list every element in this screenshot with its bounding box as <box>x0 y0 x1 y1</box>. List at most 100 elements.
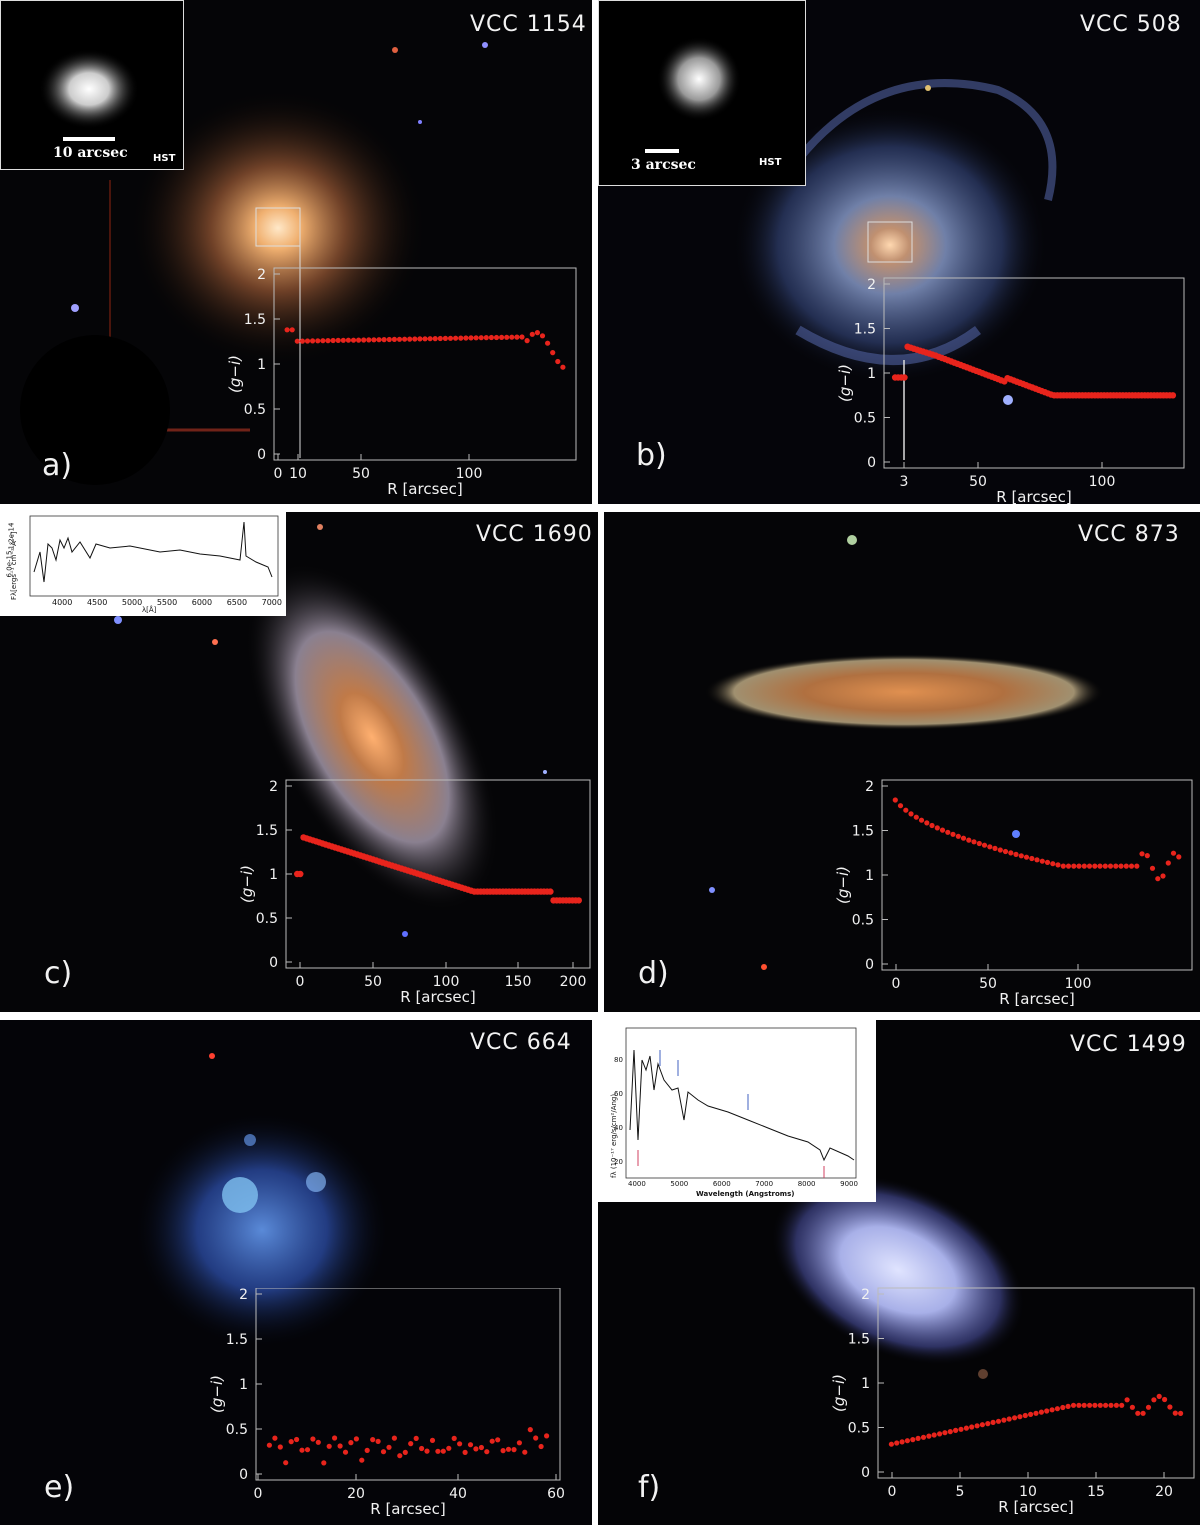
color-profile-plot: 00.511.520 5 10 15 20R [arcsec](g−i) <box>830 1287 1195 1516</box>
profile-point <box>397 1453 403 1459</box>
profile-point <box>931 1432 937 1438</box>
profile-point <box>437 335 443 342</box>
profile-point <box>979 1422 985 1428</box>
profile-point <box>971 839 977 845</box>
profile-point <box>453 335 459 341</box>
profile-point <box>1124 1397 1130 1403</box>
profile-point <box>1044 1408 1050 1414</box>
xtick-label: 15 <box>1087 1484 1105 1500</box>
profile-point <box>1170 850 1177 856</box>
xtick-label: 0 <box>254 1486 263 1502</box>
xtick-label: 100 <box>1089 474 1116 490</box>
profile-point <box>1055 862 1061 868</box>
panel-letter: d) <box>638 956 669 991</box>
profile-point <box>1156 1393 1162 1399</box>
profile-point <box>1044 859 1051 865</box>
profile-point <box>1049 1407 1055 1413</box>
profile-point <box>974 1423 980 1429</box>
x-axis-label: R [arcsec] <box>998 1498 1073 1516</box>
profile-point <box>446 1445 452 1451</box>
spectrum-xtick: 7000 <box>261 598 282 607</box>
profile-point <box>427 336 433 342</box>
profile-point <box>1108 1402 1114 1408</box>
profile-point <box>484 1449 490 1455</box>
profile-point <box>1092 863 1098 869</box>
profile-point <box>1102 863 1108 869</box>
profile-point <box>947 1429 953 1435</box>
ytick-label: 1.5 <box>256 823 278 839</box>
spectrum-xlabel: Wavelength (Angstroms) <box>696 1190 795 1198</box>
ytick-label: 1.5 <box>226 1332 248 1348</box>
profile-point <box>1139 851 1145 857</box>
profile-point <box>550 350 556 356</box>
profile-point <box>950 831 956 837</box>
profile-point <box>1169 392 1177 399</box>
hst-inset: 3 arcsec HST <box>598 0 806 186</box>
profile-point <box>489 1438 495 1444</box>
panel-a: VCC 1154 a) 10 arcsec HST 0 0.5 1 1.5 2 0 10 50… <box>0 0 592 504</box>
profile-point <box>370 1437 376 1443</box>
profile-point <box>1001 1417 1007 1423</box>
y-axis-label: (g−i) <box>830 1374 848 1412</box>
profile-point <box>545 340 551 346</box>
galaxy-image-vcc873 <box>604 512 1200 1012</box>
profile-point <box>366 337 372 343</box>
profile-point <box>297 870 304 878</box>
profile-point <box>918 817 925 823</box>
profile-point <box>1113 1402 1119 1408</box>
panel-d: VCC 873 d) 0 0.5 1 1.5 2 0 50 100 R [arcsec] (g−i… <box>604 512 1200 1012</box>
profile-point <box>381 337 387 343</box>
profile-point <box>924 820 930 826</box>
spectrum-xlabel: λ[Å] <box>142 606 157 614</box>
panel-b: VCC 508 b) 3 arcsec HST 0 0.5 1 1.5 2 3 50 100 R… <box>598 0 1200 504</box>
profile-point <box>1135 1410 1141 1416</box>
profile-point <box>547 888 554 895</box>
spectrum-xticks: 4000 4500 5000 5500 6000 6500 7000 <box>52 598 282 607</box>
profile-point <box>380 1449 387 1455</box>
spectrum-inset: fλ (10⁻¹⁷ erg/s/cm²/Ang) 20 40 60 80 400… <box>598 1020 876 1202</box>
profile-point <box>897 803 904 809</box>
profile-point <box>544 1433 550 1439</box>
profile-point <box>966 837 972 843</box>
profile-point <box>903 807 909 813</box>
panel-c: VCC 1690 c) Fλ[ergs⁻¹ cm⁻² Å⁻¹] 6.0e-15 … <box>0 512 598 1012</box>
profile-point <box>391 1435 397 1441</box>
profile-point <box>560 364 566 370</box>
profile-point <box>522 1449 528 1455</box>
spectrum-plot <box>625 1027 857 1179</box>
profile-point <box>1119 1402 1125 1408</box>
profile-point <box>1028 1411 1034 1417</box>
profile-point <box>413 1435 419 1441</box>
spectrum-xtick: 6500 <box>226 598 248 607</box>
ytick-label: 1.5 <box>848 1332 870 1348</box>
profile-point <box>527 1427 533 1433</box>
hst-galaxy-image <box>39 49 139 141</box>
profile-point <box>457 1441 463 1447</box>
profile-point <box>353 1436 359 1442</box>
profile-point <box>432 336 438 342</box>
profile-point <box>283 1460 289 1466</box>
profile-point <box>1167 1404 1173 1410</box>
profile-point <box>555 358 561 365</box>
profile-point <box>969 1424 975 1430</box>
plot-frame <box>881 779 1193 971</box>
xtick-label: 0 <box>892 976 901 992</box>
profile-point <box>955 833 961 839</box>
profile-point <box>1097 863 1103 869</box>
profile-point <box>348 1440 354 1446</box>
profile-point <box>534 330 540 336</box>
profile-point <box>356 337 362 343</box>
profile-point <box>888 1441 894 1447</box>
profile-point <box>361 337 367 343</box>
profile-point <box>1013 851 1019 857</box>
profile-point <box>1129 1404 1135 1410</box>
xtick-label: 40 <box>449 1486 467 1502</box>
profile-point <box>266 1442 272 1448</box>
profile-point <box>447 335 454 341</box>
profile-point <box>488 334 494 341</box>
profile-point <box>284 327 290 333</box>
profile-point <box>310 338 316 344</box>
y-axis-label: (g−i) <box>226 355 244 393</box>
profile-point <box>1033 1410 1039 1416</box>
profile-point <box>1140 1410 1146 1416</box>
